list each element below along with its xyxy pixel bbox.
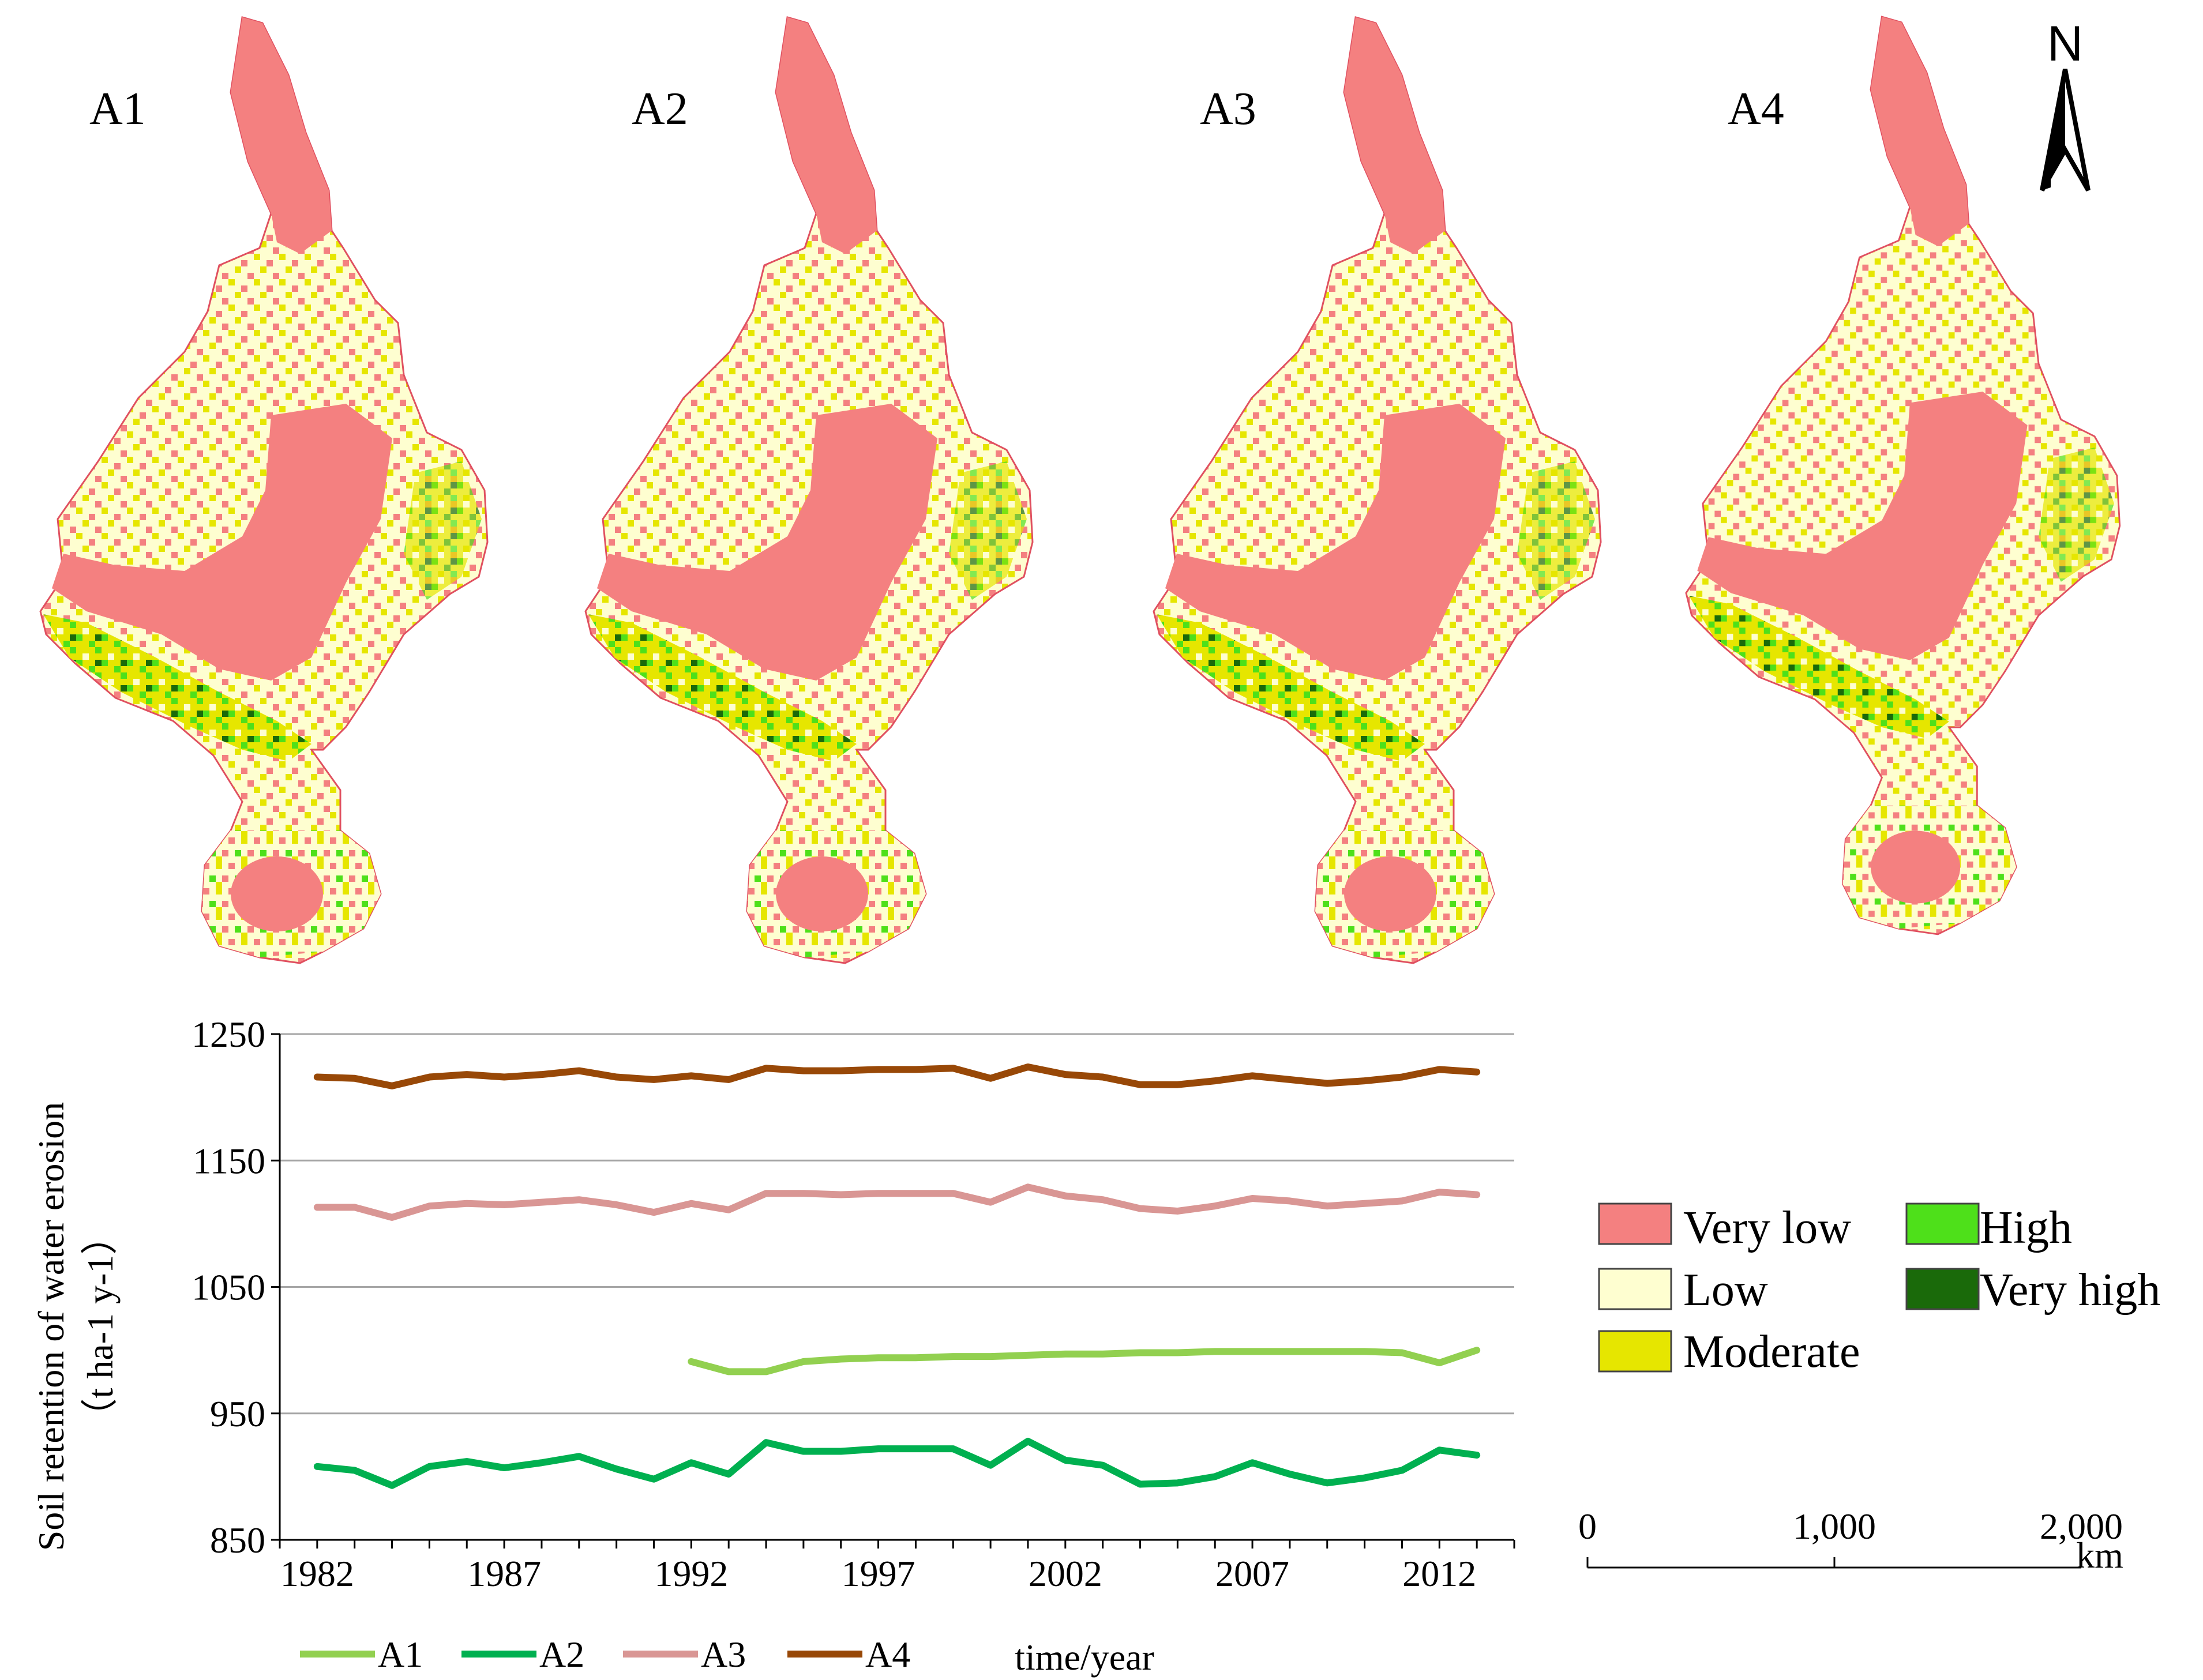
legend-label-low: Low	[1683, 1265, 1768, 1316]
map-panel-a1: A1	[39, 16, 489, 964]
legend-item-low: Low	[1598, 1265, 1768, 1316]
map-panel-a2: A2	[584, 16, 1034, 964]
scale-label-0: 0	[1578, 1506, 1597, 1547]
legend-label-very-low: Very low	[1683, 1202, 1851, 1253]
scale-label-2000: 2,000	[2040, 1506, 2123, 1547]
chart-legend-label-a2: A2	[539, 1634, 584, 1675]
scale-label-1000: 1,000	[1793, 1506, 1876, 1547]
series-line-a1	[688, 1347, 1481, 1375]
chart-legend-label-a4: A4	[865, 1634, 910, 1675]
north-label: N	[2047, 16, 2083, 72]
y-tick-label-850: 850	[210, 1520, 265, 1561]
map-label-a3: A3	[1200, 84, 1256, 134]
legend-label-moderate: Moderate	[1683, 1326, 1860, 1377]
legend-swatch-low	[1598, 1268, 1672, 1310]
map-label-a1: A1	[89, 84, 146, 134]
line-chart: 850 950 1050 1150 1250 1982 1987 1992 1997 2002 2…	[31, 1014, 1515, 1678]
chart-legend: A1 A2 A3 A4	[300, 1634, 910, 1675]
x-tick-label-1982: 1982	[280, 1553, 354, 1594]
x-tick-label-1992: 1992	[654, 1553, 728, 1594]
series-line-a4	[313, 1063, 1481, 1089]
chart-legend-label-a3: A3	[701, 1634, 746, 1675]
chart-series	[313, 1063, 1481, 1489]
legend-item-high: High	[1905, 1202, 2072, 1253]
x-tick-label-1987: 1987	[467, 1553, 541, 1594]
y-axis-title-line2: （t ha-1 y-1）	[80, 1218, 121, 1435]
north-arrow: N	[2040, 16, 2091, 191]
legend-swatch-moderate	[1598, 1330, 1672, 1373]
x-axis-title: time/year	[1015, 1637, 1154, 1678]
series-line-a3	[313, 1183, 1481, 1221]
legend-label-very-high: Very high	[1980, 1265, 2160, 1316]
map-label-a4: A4	[1728, 84, 1784, 134]
basin-map-a3	[1153, 16, 1602, 964]
x-tick-label-2002: 2002	[1029, 1553, 1102, 1594]
x-tick-label-2012: 2012	[1402, 1553, 1476, 1594]
legend-swatch-high	[1905, 1202, 1980, 1245]
x-tick-labels: 1982 1987 1992 1997 2002 2007 2012	[279, 1540, 1515, 1594]
basin-map-a2	[584, 16, 1034, 964]
legend-item-moderate: Moderate	[1598, 1326, 1860, 1377]
map-legend: Very low Low Moderate High Very high	[1598, 1202, 2160, 1377]
y-tick-label-1250: 1250	[192, 1014, 265, 1055]
legend-swatch-very-high	[1905, 1268, 1980, 1310]
y-tick-label-1050: 1050	[192, 1267, 265, 1308]
legend-swatch-very-low	[1598, 1202, 1672, 1245]
x-tick-label-2007: 2007	[1215, 1553, 1289, 1594]
north-arrow-fill-icon	[2042, 69, 2065, 190]
map-panel-a3: A3	[1153, 16, 1602, 964]
scale-bar: 0 1,000 2,000 km	[1578, 1506, 2123, 1576]
y-tick-label-950: 950	[210, 1393, 265, 1434]
scale-unit: km	[2076, 1535, 2123, 1576]
y-tick-label-1150: 1150	[193, 1140, 265, 1181]
basin-map-a1	[39, 16, 489, 964]
map-panel-a4: A4	[1685, 16, 2121, 935]
chart-gridlines	[280, 1033, 1514, 1415]
map-label-a2: A2	[632, 84, 688, 134]
legend-item-very-low: Very low	[1598, 1202, 1851, 1253]
y-tick-labels: 850 950 1050 1150 1250	[192, 1014, 280, 1561]
series-line-a2	[313, 1437, 1481, 1489]
x-tick-label-1997: 1997	[842, 1553, 915, 1594]
legend-label-high: High	[1980, 1202, 2072, 1253]
chart-legend-label-a1: A1	[378, 1634, 423, 1675]
legend-item-very-high: Very high	[1905, 1265, 2160, 1316]
y-axis-title-line1: Soil retention of water erosion	[31, 1102, 72, 1551]
